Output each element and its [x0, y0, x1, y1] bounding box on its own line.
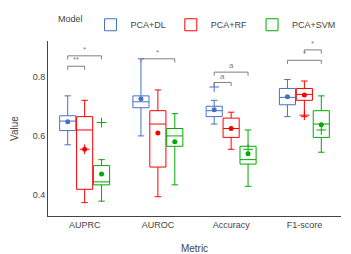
- svg-text:Metric: Metric: [181, 243, 208, 254]
- svg-text:Value: Value: [9, 116, 20, 141]
- svg-text:Accuracy: Accuracy: [213, 220, 251, 230]
- svg-text:*: *: [311, 39, 314, 48]
- svg-text:PCA+DL: PCA+DL: [131, 20, 166, 30]
- svg-text:a: a: [229, 61, 234, 70]
- svg-text:AUPRC: AUPRC: [69, 220, 101, 230]
- svg-text:0.8: 0.8: [33, 72, 46, 82]
- svg-text:*: *: [156, 48, 159, 57]
- svg-text:F1-score: F1-score: [287, 220, 323, 230]
- svg-text:*: *: [83, 45, 86, 54]
- svg-text:PCA+RF: PCA+RF: [211, 20, 247, 30]
- svg-text:0.4: 0.4: [33, 190, 46, 200]
- svg-text:AUROC: AUROC: [142, 220, 175, 230]
- svg-text:**: **: [73, 55, 79, 64]
- svg-text:*: *: [303, 49, 306, 58]
- svg-text:PCA+SVM: PCA+SVM: [292, 20, 335, 30]
- svg-text:0.6: 0.6: [33, 131, 46, 141]
- svg-text:a: a: [220, 72, 225, 81]
- svg-text:Model: Model: [58, 14, 83, 24]
